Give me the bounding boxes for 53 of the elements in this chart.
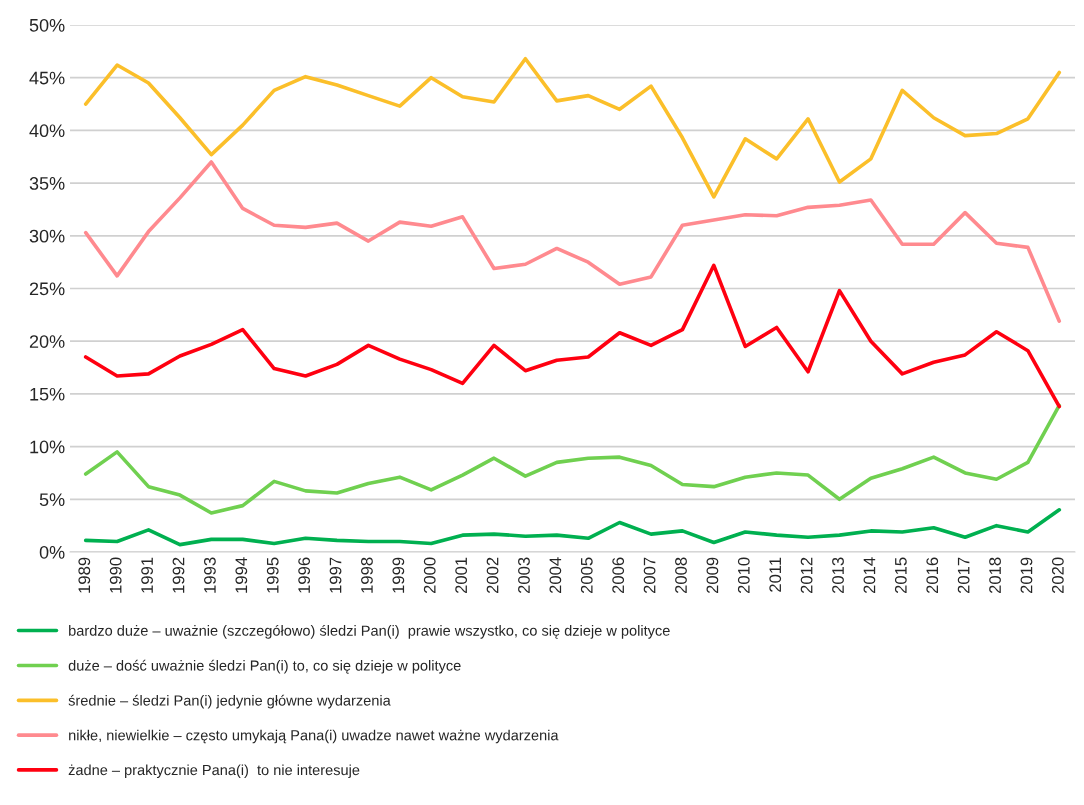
x-tick-label: 2010 xyxy=(737,557,750,594)
x-tick-label: 1991 xyxy=(141,557,153,593)
line-series xyxy=(83,263,1062,409)
x-tick-label: 2018 xyxy=(989,557,1001,594)
x-tick-label: 2000 xyxy=(423,557,436,594)
legend-label: nikłe, niewielkie – często umykają Pana(i) uwadze nawet ważne wydarzenia xyxy=(69,729,559,744)
x-tick-label: 2001 xyxy=(455,557,468,594)
y-tick-label: 20% xyxy=(29,335,65,348)
legend-label: bardzo duże – uważnie (szczegółowo) śledzi Pan(i) prawie wszystko, co się dzieje w polityce xyxy=(69,624,670,639)
y-tick-label: 0% xyxy=(39,545,65,559)
x-tick-label: 1997 xyxy=(329,557,342,593)
line-series xyxy=(83,508,1062,547)
line-series xyxy=(83,403,1062,515)
x-tick-label: 1989 xyxy=(78,557,91,593)
x-tick-label: 2019 xyxy=(1020,557,1033,594)
x-tick-label: 2015 xyxy=(894,557,907,594)
x-tick-label: 2020 xyxy=(1051,557,1064,594)
x-tick-label: 2008 xyxy=(675,557,687,594)
x-tick-label: 2016 xyxy=(926,557,939,594)
y-tick-label: 45% xyxy=(29,71,65,85)
x-tick-label: 2014 xyxy=(863,557,876,594)
x-tick-label: 2009 xyxy=(706,557,719,594)
x-tick-label: 2003 xyxy=(518,557,530,594)
x-tick-label: 1990 xyxy=(109,557,122,593)
legend-label: średnie – śledzi Pan(i) jedynie główne wydarzenia xyxy=(68,694,391,709)
x-tick-label: 1994 xyxy=(235,557,248,593)
x-tick-label: 1999 xyxy=(392,557,405,593)
x-tick-label: 2013 xyxy=(832,557,844,594)
x-tick-label: 1995 xyxy=(266,557,279,593)
y-tick-label: 50% xyxy=(29,18,65,32)
y-tick-label: 40% xyxy=(29,124,65,138)
y-tick-label: 15% xyxy=(30,387,65,401)
y-tick-label: 30% xyxy=(29,229,65,243)
x-tick-label: 1993 xyxy=(204,557,216,593)
x-tick-label: 1992 xyxy=(172,557,185,593)
x-tick-label: 2004 xyxy=(549,557,562,594)
x-tick-label: 2002 xyxy=(486,557,499,594)
x-tick-label: 1998 xyxy=(361,557,373,593)
y-tick-label: 25% xyxy=(29,282,65,296)
x-tick-label: 2012 xyxy=(800,557,813,594)
x-tick-label: 2011 xyxy=(769,557,782,592)
line-series xyxy=(83,56,1062,199)
x-tick-label: 2005 xyxy=(580,557,593,594)
line-series xyxy=(83,160,1062,323)
x-tick-label: 1996 xyxy=(298,557,311,593)
legend-label: żadne – praktycznie Pana(i) to nie interesuje xyxy=(68,764,360,779)
y-tick-label: 10% xyxy=(30,440,65,454)
x-tick-label: 2007 xyxy=(643,557,656,594)
y-tick-label: 35% xyxy=(29,177,65,190)
x-tick-label: 2006 xyxy=(612,557,625,594)
y-tick-label: 5% xyxy=(39,493,65,507)
legend-label: duże – dość uważnie śledzi Pan(i) to, co się dzieje w polityce xyxy=(68,659,461,674)
x-tick-label: 2017 xyxy=(957,557,970,594)
